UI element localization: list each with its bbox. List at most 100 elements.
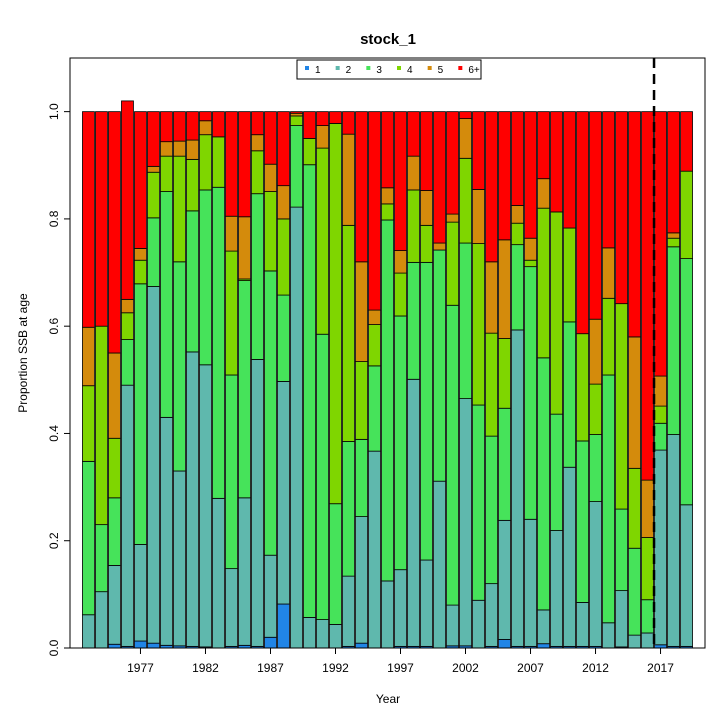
bar-segment-1981-age-6+ bbox=[186, 111, 199, 141]
bar-segment-1980-age-5 bbox=[173, 140, 186, 157]
bar-segment-2012-age-6+ bbox=[589, 111, 602, 320]
bar-segment-1993-age-6+ bbox=[342, 111, 355, 135]
bar-segment-1999-age-5 bbox=[420, 190, 433, 226]
bar-segment-1987-age-6+ bbox=[264, 111, 277, 165]
bar-segment-2002-age-6+ bbox=[459, 111, 472, 120]
bar-segment-2003-age-4 bbox=[472, 243, 485, 406]
bar-segment-1985-age-3 bbox=[238, 280, 251, 499]
legend-label-3: 3 bbox=[376, 65, 382, 76]
bar-segment-1979-age-6+ bbox=[160, 111, 173, 143]
bar-segment-2015-age-2 bbox=[628, 634, 641, 649]
bar-segment-1982-age-2 bbox=[199, 364, 212, 648]
bar-segment-2010-age-2 bbox=[563, 466, 576, 647]
bar-segment-2011-age-3 bbox=[576, 440, 589, 603]
y-tick-label: 0.6 bbox=[47, 318, 61, 335]
bar-segment-1989-age-5 bbox=[290, 112, 303, 117]
legend-label-6+: 6+ bbox=[468, 65, 480, 76]
bar-segment-2011-age-4 bbox=[576, 333, 589, 442]
bar-segment-2015-age-6+ bbox=[628, 111, 641, 338]
bar-segment-2016-age-6+ bbox=[641, 111, 654, 481]
bar-segment-2000-age-3 bbox=[433, 249, 446, 482]
bar-segment-2018-age-5 bbox=[667, 232, 680, 239]
bar-segment-2009-age-3 bbox=[550, 413, 563, 531]
bar-segment-1982-age-5 bbox=[199, 120, 212, 136]
bar-segment-1984-age-2 bbox=[225, 568, 238, 647]
bar-stacks bbox=[82, 100, 693, 649]
bar-segment-1986-age-4 bbox=[251, 150, 264, 195]
bar-segment-1990-age-4 bbox=[303, 138, 316, 166]
bar-segment-1984-age-6+ bbox=[225, 111, 238, 217]
bar-segment-2004-age-6+ bbox=[485, 111, 498, 263]
bar-segment-1977-age-1 bbox=[134, 640, 147, 649]
bar-segment-2013-age-2 bbox=[602, 622, 615, 649]
bar-segment-1979-age-5 bbox=[160, 141, 173, 157]
legend-box bbox=[296, 59, 482, 80]
bar-segment-1976-age-3 bbox=[121, 339, 134, 386]
bar-segment-1989-age-4 bbox=[290, 115, 303, 126]
bar-segment-2007-age-3 bbox=[524, 266, 537, 520]
bar-segment-2006-age-4 bbox=[511, 222, 524, 246]
bar-segment-1975-age-3 bbox=[108, 497, 121, 566]
bar-segment-2006-age-3 bbox=[511, 244, 524, 331]
bar-segment-1986-age-3 bbox=[251, 193, 264, 360]
bar-segment-2005-age-3 bbox=[498, 407, 511, 521]
bar-segment-1978-age-6+ bbox=[147, 111, 160, 167]
legend-label-2: 2 bbox=[346, 65, 352, 76]
bar-segment-2018-age-2 bbox=[667, 434, 680, 647]
bar-segment-1976-age-4 bbox=[121, 312, 134, 340]
bar-segment-1993-age-2 bbox=[342, 575, 355, 647]
bar-segment-1979-age-2 bbox=[160, 416, 173, 646]
bar-segment-1997-age-4 bbox=[394, 272, 407, 317]
bar-segment-1979-age-3 bbox=[160, 191, 173, 418]
bar-segment-2002-age-5 bbox=[459, 118, 472, 159]
bar-segment-1981-age-5 bbox=[186, 139, 199, 160]
bar-segment-2004-age-4 bbox=[485, 332, 498, 437]
bar-segment-1996-age-2 bbox=[381, 580, 394, 649]
bar-segment-2006-age-6+ bbox=[511, 111, 524, 206]
bar-segment-1989-age-6+ bbox=[290, 111, 303, 114]
bar-segment-2001-age-4 bbox=[446, 221, 459, 306]
bar-segment-2007-age-5 bbox=[524, 237, 537, 261]
bar-segment-1992-age-3 bbox=[329, 503, 342, 625]
x-tick-label: 2012 bbox=[582, 661, 609, 675]
bar-segment-2004-age-5 bbox=[485, 261, 498, 334]
bar-segment-1995-age-3 bbox=[368, 365, 381, 452]
bar-segment-1997-age-5 bbox=[394, 250, 407, 274]
chart-title: stock_1 bbox=[360, 31, 416, 48]
bar-segment-1994-age-6+ bbox=[355, 111, 368, 263]
bar-segment-2003-age-2 bbox=[472, 599, 485, 649]
bar-segment-2017-age-3 bbox=[654, 422, 667, 451]
legend-label-4: 4 bbox=[407, 65, 413, 76]
bar-segment-1977-age-3 bbox=[134, 283, 147, 545]
bar-segment-1991-age-4 bbox=[316, 147, 329, 335]
bar-segment-1983-age-3 bbox=[212, 186, 225, 499]
bar-segment-1988-age-1 bbox=[277, 603, 290, 649]
bar-segment-1980-age-4 bbox=[173, 155, 186, 263]
bar-segment-1992-age-4 bbox=[329, 123, 342, 505]
bar-segment-2015-age-3 bbox=[628, 547, 641, 636]
bar-segment-1973-age-4 bbox=[82, 385, 95, 462]
bar-segment-2004-age-2 bbox=[485, 583, 498, 647]
bar-segment-2003-age-6+ bbox=[472, 111, 485, 190]
bar-segment-2018-age-4 bbox=[667, 237, 680, 248]
bar-segment-2003-age-5 bbox=[472, 189, 485, 244]
bar-segment-1994-age-3 bbox=[355, 438, 368, 517]
bar-segment-1989-age-3 bbox=[290, 125, 303, 208]
bar-segment-1998-age-3 bbox=[407, 261, 420, 380]
bar-segment-1995-age-5 bbox=[368, 309, 381, 325]
bar-segment-1986-age-6+ bbox=[251, 111, 264, 136]
bar-segment-1997-age-3 bbox=[394, 315, 407, 571]
bar-segment-2015-age-5 bbox=[628, 336, 641, 469]
bar-segment-1988-age-4 bbox=[277, 218, 290, 296]
bar-segment-1987-age-5 bbox=[264, 163, 277, 192]
bar-segment-2010-age-4 bbox=[563, 227, 576, 323]
bar-segment-1997-age-6+ bbox=[394, 111, 407, 251]
bar-segment-1975-age-5 bbox=[108, 352, 121, 439]
bar-segment-1976-age-5 bbox=[121, 298, 134, 314]
bar-segment-1974-age-2 bbox=[95, 591, 108, 649]
bar-segment-1992-age-2 bbox=[329, 624, 342, 649]
x-tick-label: 2002 bbox=[452, 661, 479, 675]
bar-segment-2015-age-4 bbox=[628, 467, 641, 549]
bar-segment-2005-age-5 bbox=[498, 239, 511, 339]
bar-segment-1978-age-4 bbox=[147, 171, 160, 219]
